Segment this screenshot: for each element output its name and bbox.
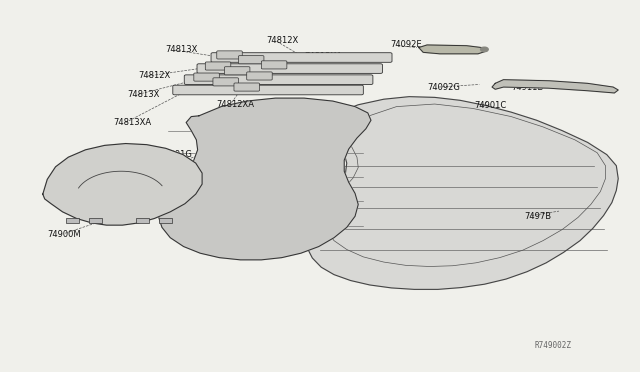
Circle shape — [481, 47, 488, 52]
FancyBboxPatch shape — [194, 73, 220, 81]
FancyBboxPatch shape — [205, 62, 231, 70]
Polygon shape — [43, 144, 202, 225]
Polygon shape — [158, 98, 371, 260]
Text: R749002Z: R749002Z — [534, 341, 572, 350]
FancyBboxPatch shape — [213, 78, 239, 86]
Polygon shape — [419, 45, 487, 54]
Text: 74092G: 74092G — [427, 83, 460, 92]
Text: 74900M: 74900M — [47, 230, 81, 239]
Text: 74911D: 74911D — [511, 83, 544, 92]
Text: 74092E: 74092E — [390, 41, 422, 49]
Text: 74812X: 74812X — [266, 36, 298, 45]
FancyBboxPatch shape — [239, 56, 264, 64]
FancyBboxPatch shape — [225, 67, 250, 75]
Text: 74091E
(8 PLCS): 74091E (8 PLCS) — [96, 176, 131, 195]
FancyBboxPatch shape — [211, 53, 392, 62]
Text: 74813X: 74813X — [166, 45, 198, 54]
FancyBboxPatch shape — [173, 85, 364, 95]
Polygon shape — [492, 80, 618, 93]
Text: 74812X: 74812X — [138, 71, 171, 80]
FancyBboxPatch shape — [184, 75, 373, 84]
Text: 74901C: 74901C — [474, 101, 506, 110]
Text: 74813XA: 74813XA — [113, 118, 151, 127]
Text: 74813X: 74813X — [127, 90, 160, 99]
FancyBboxPatch shape — [197, 64, 383, 73]
FancyBboxPatch shape — [217, 51, 243, 59]
FancyBboxPatch shape — [261, 61, 287, 69]
Bar — [136, 218, 149, 223]
Text: 74812XA: 74812XA — [304, 52, 342, 61]
FancyBboxPatch shape — [246, 72, 272, 80]
Text: 7497B: 7497B — [524, 212, 551, 221]
Polygon shape — [306, 97, 618, 289]
FancyBboxPatch shape — [234, 83, 259, 91]
Text: 74812XA: 74812XA — [217, 100, 255, 109]
Bar — [67, 218, 79, 223]
Text: 74091G
(8 PLCS): 74091G (8 PLCS) — [159, 150, 195, 169]
Bar — [159, 218, 172, 223]
Bar — [90, 218, 102, 223]
